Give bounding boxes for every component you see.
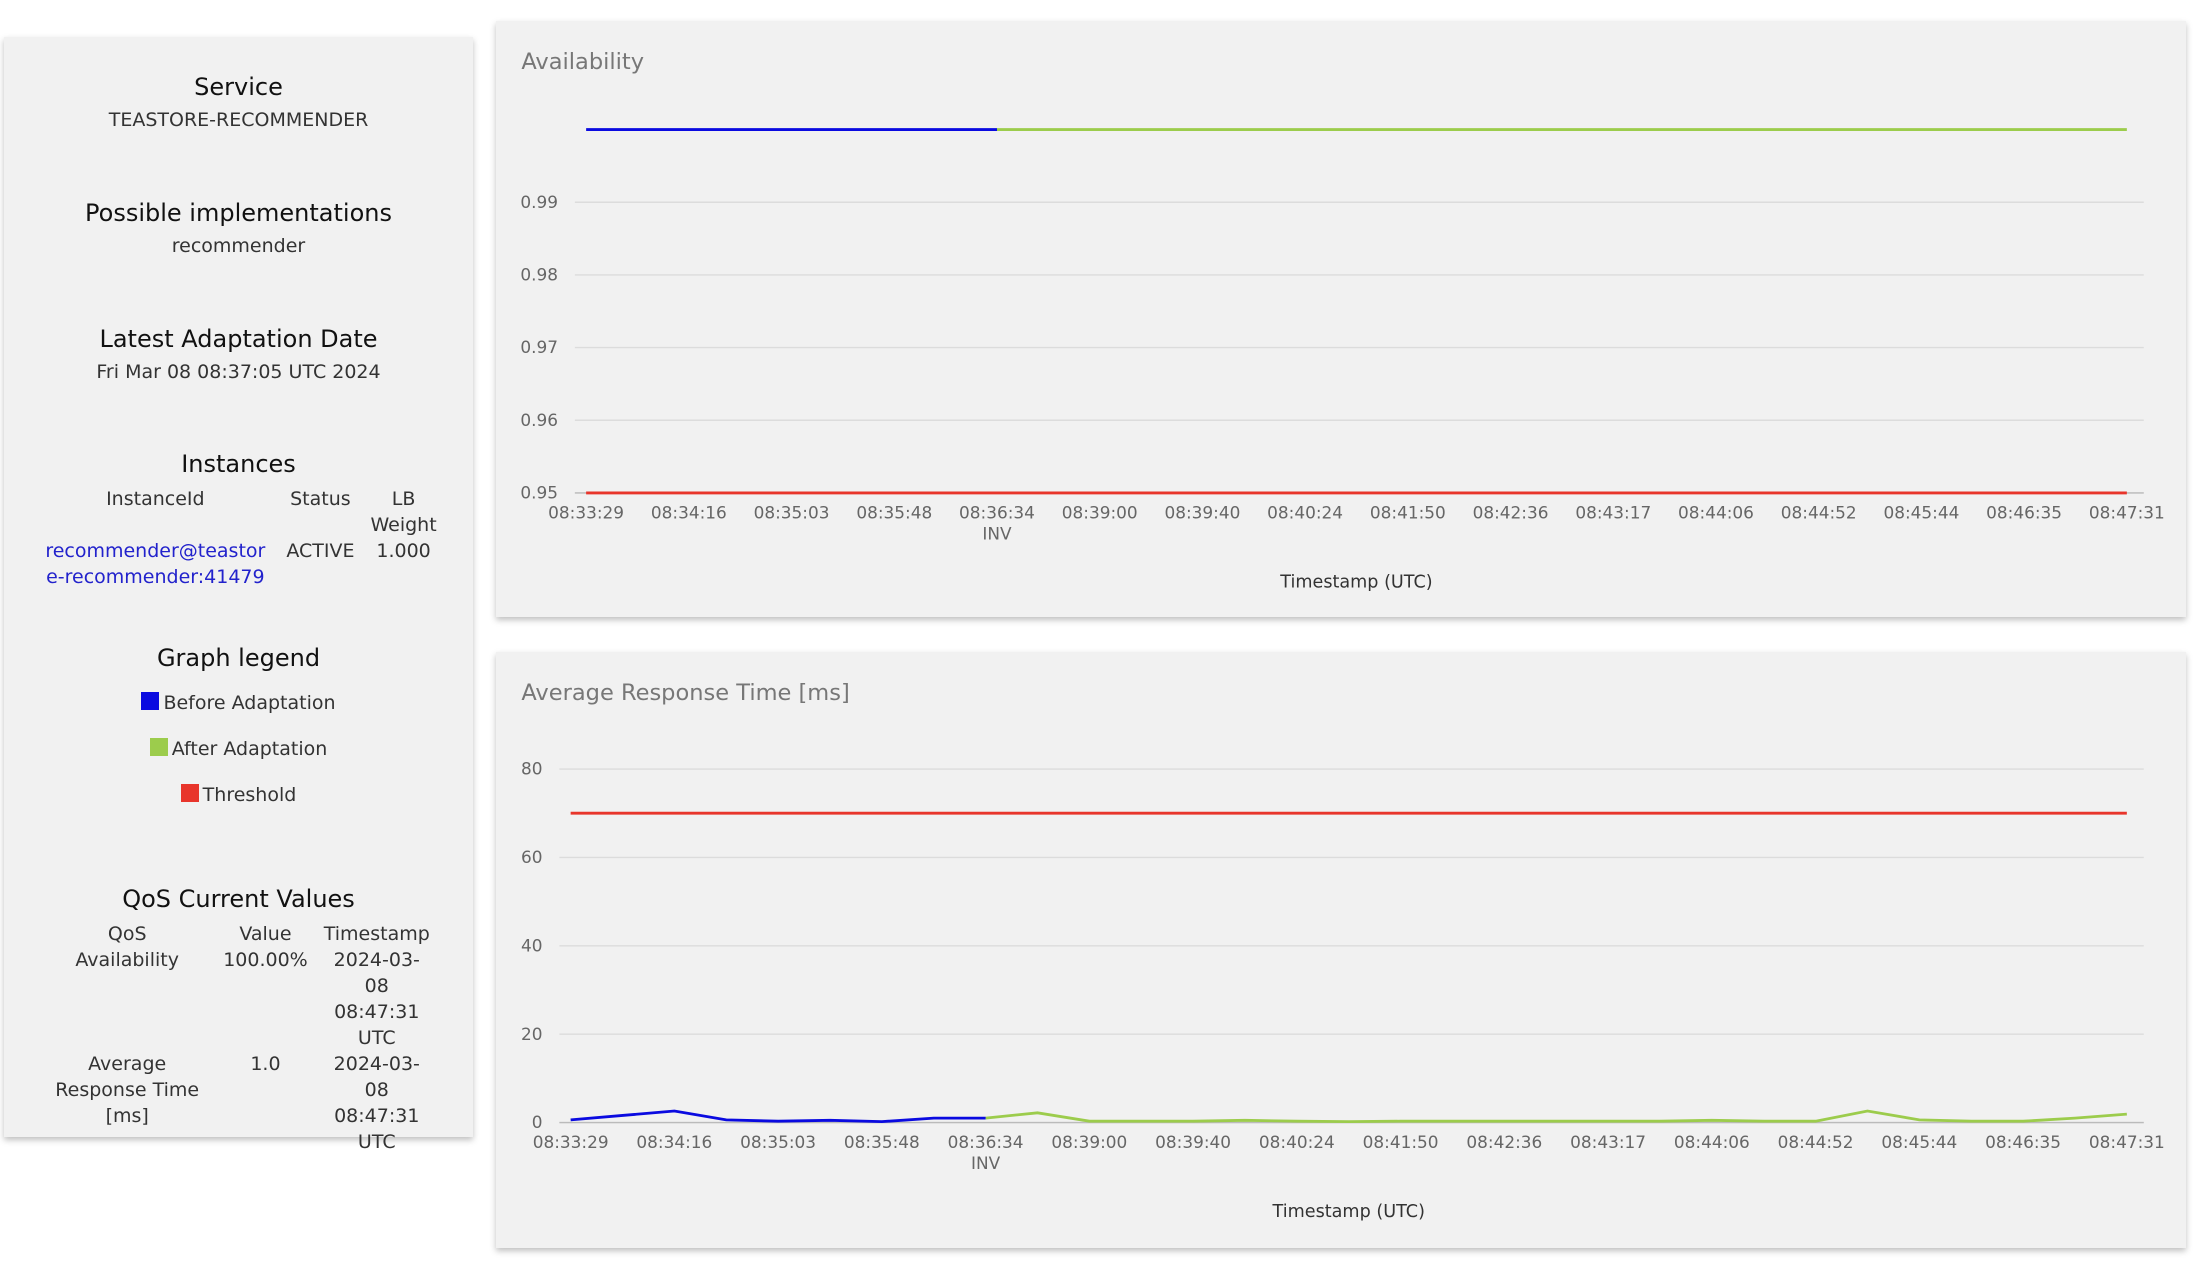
x-tick-label: 08:47:31 — [2089, 502, 2165, 522]
annotation: INV — [982, 523, 1012, 543]
chart-panel: Average Response Time [ms] 0 20 40 60 80 08:33… — [496, 652, 2186, 1248]
heading: Service — [194, 73, 283, 101]
x-tick-label: 08:47:31 — [2089, 1132, 2165, 1152]
x-axis-title: Timestamp (UTC) — [1272, 1202, 1425, 1222]
x-tick-label: 08:42:36 — [1466, 1132, 1542, 1152]
service-section: Service TEASTORE-RECOMMENDER — [4, 73, 473, 131]
x-axis-title: Timestamp (UTC) — [1279, 572, 1432, 592]
chart-title: Average Response Time [ms] — [521, 680, 849, 706]
adaptation-section: Latest Adaptation Date Fri Mar 08 08:37:… — [4, 325, 473, 383]
y-tick-label: 60 — [521, 847, 543, 867]
y-tick-label: 0.99 — [520, 192, 558, 212]
series-line — [985, 1109, 2127, 1124]
legend-item: Before Adaptation — [4, 692, 473, 714]
instance-link[interactable]: recommender@teastore-recommender:41479 — [45, 540, 266, 588]
sidebar: Service TEASTORE-RECOMMENDER Possible im… — [4, 37, 473, 1153]
y-tick-label: 0.96 — [520, 410, 558, 430]
legend-item: After Adaptation — [4, 738, 473, 760]
heading: Possible implementations — [85, 199, 392, 227]
legend-swatch — [141, 692, 160, 710]
legend-item: Threshold — [4, 784, 473, 806]
x-tick-label: 08:33:29 — [533, 1132, 609, 1152]
response-time-chart: Average Response Time [ms] 0 20 40 60 80 08:33… — [521, 680, 2165, 1222]
x-tick-label: 08:41:50 — [1370, 502, 1446, 522]
legend-label: Threshold — [202, 784, 297, 806]
qos-table: QoS Value Timestamp Availability 100.00%… — [39, 921, 438, 1155]
x-tick-label: 08:44:52 — [1778, 1132, 1854, 1152]
x-tick-label: 08:43:17 — [1570, 1132, 1646, 1152]
cell: Availability — [75, 949, 179, 971]
x-tick-label: 08:39:40 — [1155, 1132, 1231, 1152]
cell: 1.000 — [376, 540, 431, 562]
series-line — [570, 1109, 986, 1124]
implementations-section: Possible implementations recommender — [4, 199, 473, 257]
qos-section: QoS Current Values QoS Value Timestamp A… — [4, 885, 473, 1155]
instances-table: InstanceId Status LB Weight recommender@… — [32, 486, 444, 590]
x-tick-label: 08:44:06 — [1678, 502, 1754, 522]
y-tick-label: 20 — [521, 1024, 543, 1044]
heading: Instances — [181, 450, 296, 478]
x-tick-label: 08:41:50 — [1363, 1132, 1439, 1152]
legend: Before Adaptation After Adaptation Thresho… — [4, 692, 473, 806]
cell: 1.0 — [250, 1053, 281, 1075]
instances-section: Instances InstanceId Status LB Weight re… — [4, 450, 473, 590]
chart-title: Availability — [521, 49, 644, 75]
y-tick-label: 80 — [521, 759, 543, 779]
cell: 2024-03-08 08:47:31 UTC — [333, 949, 420, 1049]
x-tick-label: 08:35:03 — [740, 1132, 816, 1152]
heading: Graph legend — [156, 644, 321, 672]
legend-label: Before Adaptation — [163, 692, 336, 714]
availability-chart: Availability 0.95 0.96 0.97 0.98 0.99 08:33:29… — [520, 49, 2165, 592]
y-tick-label: 40 — [521, 935, 543, 955]
x-tick-label: 08:35:48 — [856, 502, 932, 522]
cell: Average Response Time [ms] — [55, 1053, 200, 1127]
header: Value — [239, 923, 292, 945]
header: LB Weight — [370, 488, 437, 536]
x-tick-label: 08:36:34 — [959, 502, 1035, 522]
value: Fri Mar 08 08:37:05 UTC 2024 — [96, 361, 381, 383]
x-tick-label: 08:39:40 — [1164, 502, 1240, 522]
y-tick-label: 0.98 — [520, 265, 558, 285]
y-tick-label: 0.95 — [520, 483, 558, 503]
x-tick-label: 08:42:36 — [1473, 502, 1549, 522]
x-tick-label: 08:43:17 — [1575, 502, 1651, 522]
cell: 100.00% — [223, 949, 308, 971]
cell: 2024-03-08 08:47:31 UTC — [333, 1053, 420, 1153]
y-tick-label: 0 — [532, 1112, 543, 1132]
cell: ACTIVE — [286, 540, 355, 562]
legend-label: After Adaptation — [171, 738, 328, 760]
heading: Latest Adaptation Date — [99, 325, 378, 353]
x-tick-label: 08:46:35 — [1985, 1132, 2061, 1152]
legend-swatch — [149, 738, 168, 756]
x-tick-label: 08:33:29 — [548, 502, 624, 522]
x-tick-label: 08:46:35 — [1986, 502, 2062, 522]
x-tick-label: 08:44:06 — [1674, 1132, 1750, 1152]
header: InstanceId — [106, 488, 205, 510]
x-tick-label: 08:39:00 — [1051, 1132, 1127, 1152]
legend-section: Graph legend Before Adaptation After Adap… — [4, 644, 473, 830]
legend-swatch — [180, 784, 199, 802]
x-tick-label: 08:35:48 — [844, 1132, 920, 1152]
x-tick-label: 08:44:52 — [1781, 502, 1857, 522]
header: Status — [290, 488, 351, 510]
x-tick-label: 08:45:44 — [1881, 1132, 1957, 1152]
heading: QoS Current Values — [122, 885, 355, 913]
x-tick-label: 08:39:00 — [1062, 502, 1138, 522]
x-tick-label: 08:40:24 — [1267, 502, 1343, 522]
x-tick-label: 08:40:24 — [1259, 1132, 1335, 1152]
x-tick-label: 08:34:16 — [636, 1132, 712, 1152]
chart-panel: Availability 0.95 0.96 0.97 0.98 0.99 08:33:29… — [496, 21, 2186, 617]
x-tick-label: 08:35:03 — [754, 502, 830, 522]
x-tick-label: 08:45:44 — [1883, 502, 1959, 522]
y-tick-label: 0.97 — [520, 337, 558, 357]
value: TEASTORE-RECOMMENDER — [108, 109, 369, 131]
value: recommender — [171, 235, 306, 257]
header: QoS — [107, 923, 147, 945]
header: Timestamp — [323, 923, 430, 945]
x-tick-label: 08:36:34 — [948, 1132, 1024, 1152]
x-tick-label: 08:34:16 — [651, 502, 727, 522]
annotation: INV — [971, 1153, 1001, 1173]
